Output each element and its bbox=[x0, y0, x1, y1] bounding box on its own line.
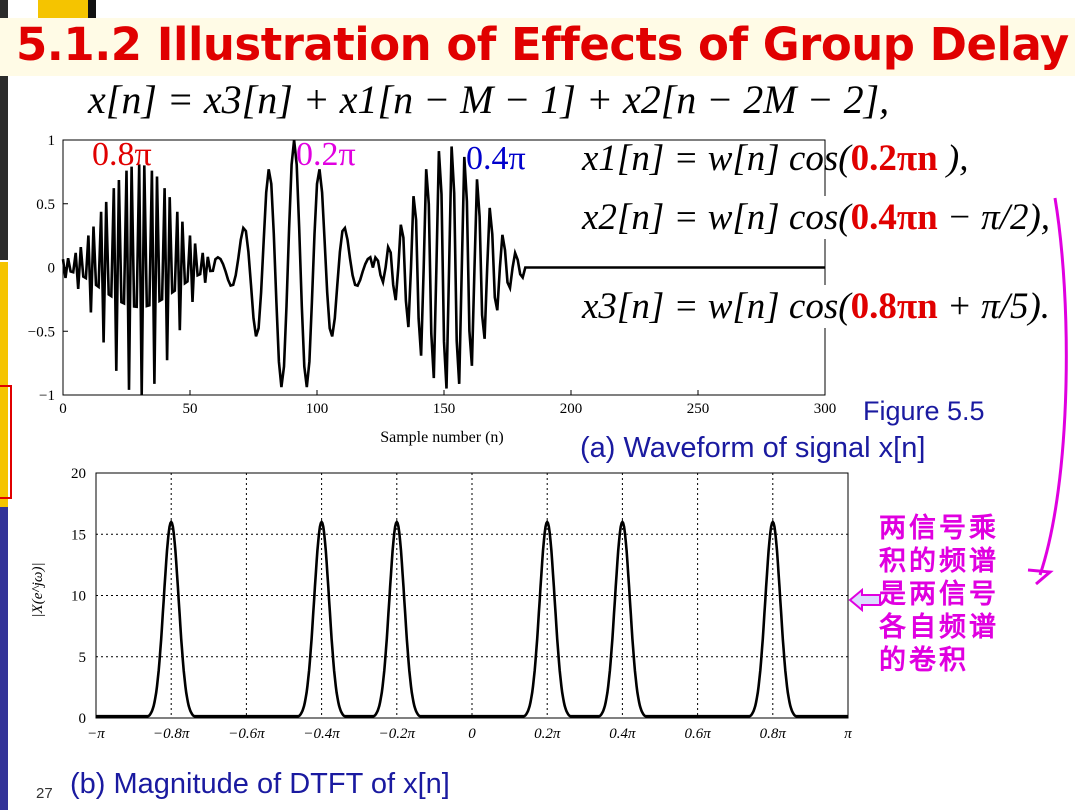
note-line: 的卷积 bbox=[879, 645, 969, 676]
waveform-signal-line bbox=[61, 139, 825, 395]
subcaption-b: (b) Magnitude of DTFT of x[n] bbox=[70, 768, 450, 800]
waveform-y-tick-label: −1 bbox=[39, 388, 55, 404]
waveform-chart: 0 50 100 150 200 250 300 1 0.5 0 −0.5 −1 Sample num… bbox=[28, 133, 836, 446]
burst-label-0.2pi: 0.2π bbox=[296, 136, 356, 173]
dtft-magnitude-chart: −π −0.8π −0.6π −0.4π −0.2π 0 0.2π 0.4π 0.6π 0.8π π… bbox=[30, 466, 852, 742]
equation-x3: x3[n] = w[n] cos(0.8πn + π/5). bbox=[582, 285, 1051, 328]
waveform-x-tick-label: 0 bbox=[59, 401, 67, 417]
burst-label-0.8pi: 0.8π bbox=[92, 136, 152, 173]
waveform-x-tick-label: 150 bbox=[433, 401, 456, 417]
note-line: 是两信号 bbox=[879, 579, 999, 610]
equation-x2: x2[n] = w[n] cos(0.4πn − π/2), bbox=[582, 196, 1051, 239]
dtft-magnitude-line bbox=[96, 519, 848, 718]
waveform-x-axis-label: Sample number (n) bbox=[380, 429, 504, 446]
dtft-x-tick-label: 0 bbox=[468, 726, 476, 742]
left-edge-blue-bar bbox=[0, 507, 8, 810]
waveform-tick-labels: 0 50 100 150 200 250 300 1 0.5 0 −0.5 −1 bbox=[28, 133, 836, 417]
waveform-y-tick-label: 1 bbox=[48, 133, 56, 149]
left-edge-red-box bbox=[0, 385, 12, 499]
dtft-y-tick-label: 10 bbox=[71, 589, 86, 605]
bracket-arrow bbox=[1027, 197, 1068, 586]
slide-title: 5.1.2 Illustration of Effects of Group D… bbox=[16, 18, 1069, 71]
dtft-x-tick-label: 0.2π bbox=[534, 726, 561, 742]
dtft-x-tick-label: −0.8π bbox=[153, 726, 190, 742]
waveform-x-tick-label: 200 bbox=[560, 401, 583, 417]
convolution-note: 两信号乘 积的频谱 是两信号 各自频谱 的卷积 bbox=[879, 512, 1059, 677]
title-band bbox=[0, 18, 1075, 76]
waveform-x-tick-label: 250 bbox=[687, 401, 710, 417]
left-arrow-icon bbox=[848, 588, 881, 612]
dtft-y-tick-label: 5 bbox=[79, 650, 87, 666]
dtft-x-tick-label: 0.4π bbox=[609, 726, 636, 742]
dtft-x-tick-label: 0.8π bbox=[760, 726, 787, 742]
dtft-x-tick-label: −0.4π bbox=[303, 726, 340, 742]
corner-yellow-block bbox=[38, 0, 88, 20]
dtft-tick-labels: −π −0.8π −0.6π −0.4π −0.2π 0 0.2π 0.4π 0.6π 0.8π π… bbox=[71, 466, 852, 742]
waveform-y-tick-label: 0.5 bbox=[36, 197, 55, 213]
note-line: 积的频谱 bbox=[879, 546, 999, 577]
note-line: 各自频谱 bbox=[879, 612, 999, 643]
main-equation: x[n] = x3[n] + x1[n − M − 1] + x2[n − 2M… bbox=[88, 77, 890, 122]
dtft-y-tick-label: 15 bbox=[71, 527, 86, 543]
dtft-x-tick-label: −0.2π bbox=[379, 726, 416, 742]
left-edge-dark-bar bbox=[0, 0, 8, 260]
dtft-axes bbox=[95, 472, 849, 719]
dtft-frame bbox=[95, 472, 849, 719]
page-number: 27 bbox=[36, 785, 53, 802]
waveform-x-tick-label: 50 bbox=[183, 401, 198, 417]
dtft-y-tick-label: 20 bbox=[71, 466, 86, 482]
dtft-grid bbox=[96, 473, 848, 718]
corner-black-block bbox=[88, 0, 96, 20]
waveform-y-tick-label: −0.5 bbox=[28, 324, 55, 340]
dtft-y-tick-label: 0 bbox=[79, 711, 87, 727]
dtft-x-tick-label: π bbox=[844, 726, 852, 742]
left-edge-yellow-bar bbox=[0, 262, 8, 507]
equation-x1: x1[n] = w[n] cos(0.2πn ), bbox=[582, 138, 969, 179]
dtft-x-tick-label: −π bbox=[87, 726, 105, 742]
dtft-y-axis-label: |X(e^jω)| bbox=[30, 562, 46, 617]
dtft-x-tick-label: −0.6π bbox=[228, 726, 265, 742]
waveform-x-tick-label: 100 bbox=[306, 401, 329, 417]
waveform-y-tick-label: 0 bbox=[48, 261, 56, 277]
burst-label-0.4pi: 0.4π bbox=[466, 140, 526, 177]
subcaption-a: (a) Waveform of signal x[n] bbox=[580, 432, 926, 464]
dtft-x-tick-label: 0.6π bbox=[684, 726, 711, 742]
note-line: 两信号乘 bbox=[879, 513, 999, 544]
waveform-x-tick-label: 300 bbox=[814, 401, 837, 417]
figure-caption: Figure 5.5 bbox=[863, 396, 985, 426]
